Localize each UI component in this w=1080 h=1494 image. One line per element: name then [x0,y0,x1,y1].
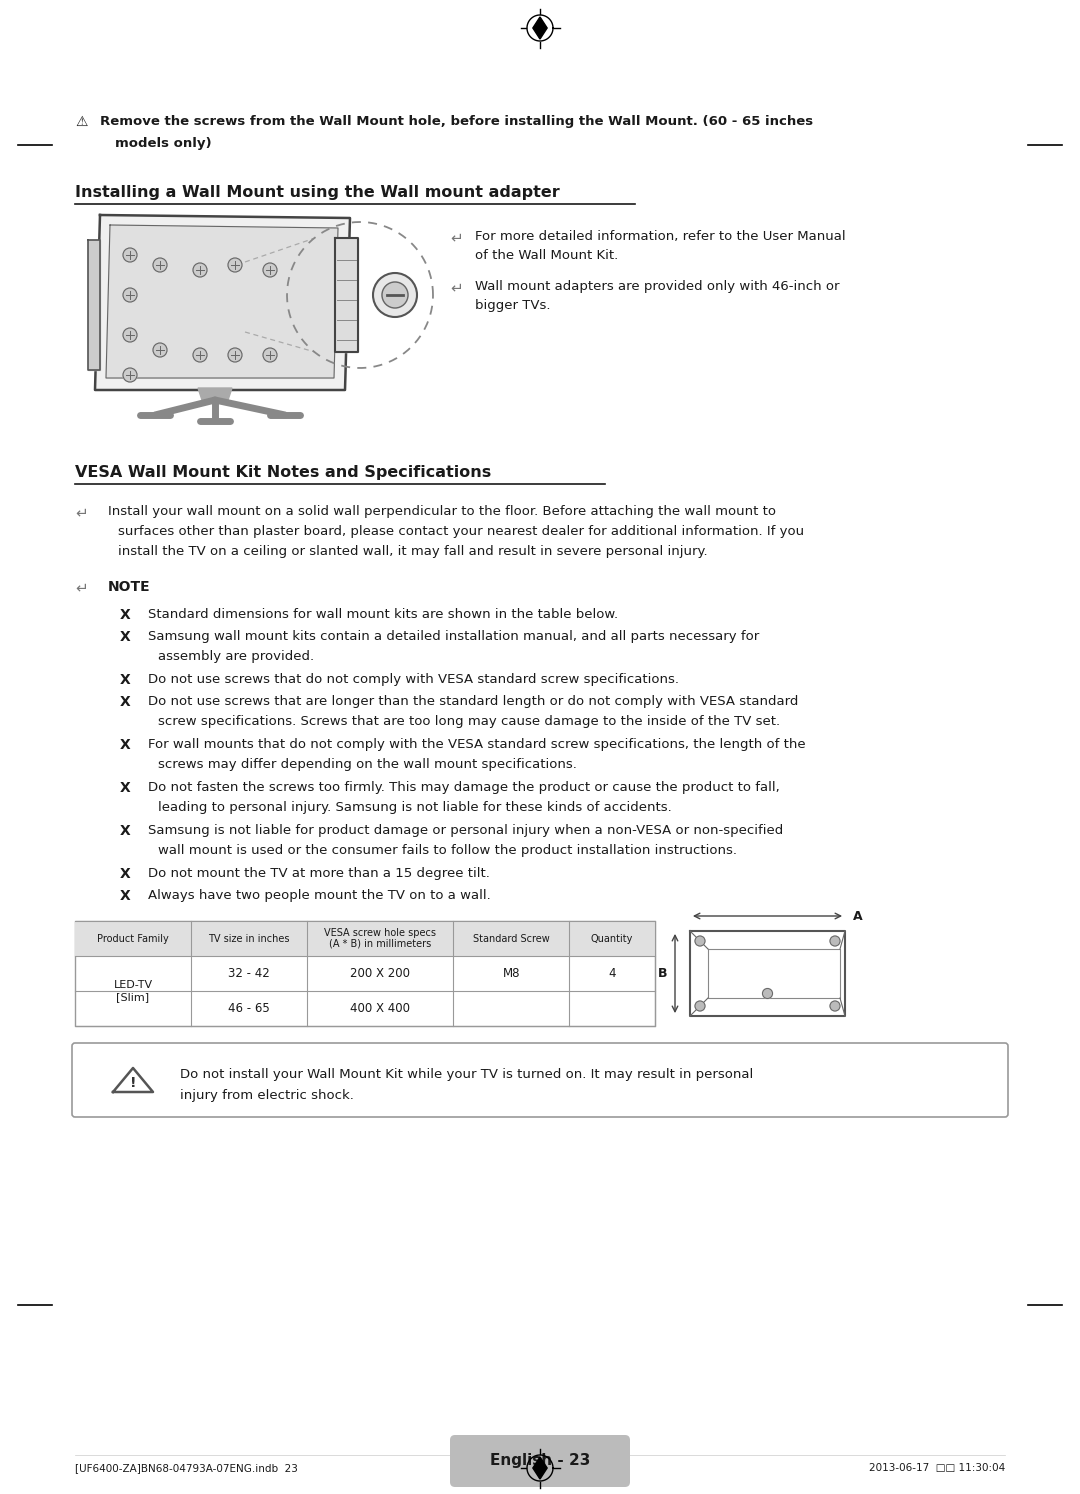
Text: 46 - 65: 46 - 65 [228,1002,270,1014]
Text: injury from electric shock.: injury from electric shock. [180,1089,354,1103]
Text: screw specifications. Screws that are too long may cause damage to the inside of: screw specifications. Screws that are to… [158,716,780,728]
Text: B: B [658,967,667,980]
Text: ↵: ↵ [75,505,87,520]
FancyBboxPatch shape [450,1436,630,1487]
Text: ↵: ↵ [450,279,462,294]
Text: Standard dimensions for wall mount kits are shown in the table below.: Standard dimensions for wall mount kits … [148,608,618,622]
Text: TV size in inches: TV size in inches [208,934,289,944]
Text: Remove the screws from the Wall Mount hole, before installing the Wall Mount. (6: Remove the screws from the Wall Mount ho… [100,115,813,128]
Polygon shape [335,238,357,353]
Text: Wall mount adapters are provided only with 46-inch or: Wall mount adapters are provided only wi… [475,279,839,293]
Text: 200 X 200: 200 X 200 [350,967,410,980]
Polygon shape [532,16,548,39]
Text: Samsung wall mount kits contain a detailed installation manual, and all parts ne: Samsung wall mount kits contain a detail… [148,630,759,642]
FancyBboxPatch shape [72,1043,1008,1118]
Text: Install your wall mount on a solid wall perpendicular to the floor. Before attac: Install your wall mount on a solid wall … [108,505,777,518]
Circle shape [123,288,137,302]
Circle shape [123,329,137,342]
Text: X: X [120,672,131,687]
Polygon shape [198,388,232,400]
Text: screws may differ depending on the wall mount specifications.: screws may differ depending on the wall … [158,757,577,771]
Text: surfaces other than plaster board, please contact your nearest dealer for additi: surfaces other than plaster board, pleas… [118,524,805,538]
Text: bigger TVs.: bigger TVs. [475,299,551,312]
Text: Quantity: Quantity [591,934,633,944]
Polygon shape [113,1068,153,1092]
Circle shape [264,348,276,362]
Text: ↵: ↵ [450,230,462,245]
Circle shape [228,348,242,362]
Text: X: X [120,630,131,644]
Text: X: X [120,608,131,622]
Text: Do not use screws that do not comply with VESA standard screw specifications.: Do not use screws that do not comply wit… [148,672,679,686]
Text: Samsung is not liable for product damage or personal injury when a non-VESA or n: Samsung is not liable for product damage… [148,825,783,837]
Polygon shape [95,215,350,390]
Text: Installing a Wall Mount using the Wall mount adapter: Installing a Wall Mount using the Wall m… [75,185,559,200]
Text: X: X [120,825,131,838]
Text: X: X [120,867,131,881]
Circle shape [264,263,276,276]
Text: X: X [120,695,131,710]
Text: A: A [853,910,863,922]
Text: 2013-06-17  □□ 11:30:04: 2013-06-17 □□ 11:30:04 [868,1463,1005,1473]
Circle shape [123,368,137,382]
Text: 400 X 400: 400 X 400 [350,1002,410,1014]
Polygon shape [106,226,338,378]
Circle shape [153,344,167,357]
Text: Do not fasten the screws too firmly. This may damage the product or cause the pr: Do not fasten the screws too firmly. Thi… [148,781,780,793]
Text: wall mount is used or the consumer fails to follow the product installation inst: wall mount is used or the consumer fails… [158,844,737,858]
Text: Standard Screw: Standard Screw [473,934,550,944]
Text: M8: M8 [502,967,519,980]
Text: ⚠: ⚠ [75,115,87,128]
Text: ↵: ↵ [75,580,87,595]
Polygon shape [87,241,100,371]
Text: 4: 4 [608,967,616,980]
Text: NOTE: NOTE [108,580,150,595]
Circle shape [696,937,705,946]
Text: install the TV on a ceiling or slanted wall, it may fall and result in severe pe: install the TV on a ceiling or slanted w… [118,545,707,557]
Circle shape [193,263,207,276]
Text: (A * B) in millimeters: (A * B) in millimeters [329,938,431,949]
Text: assembly are provided.: assembly are provided. [158,650,314,663]
Bar [75,920,654,1026]
Text: [UF6400-ZA]BN68-04793A-07ENG.indb  23: [UF6400-ZA]BN68-04793A-07ENG.indb 23 [75,1463,298,1473]
Text: Product Family: Product Family [97,934,168,944]
Text: 32 - 42: 32 - 42 [228,967,270,980]
Text: Do not mount the TV at more than a 15 degree tilt.: Do not mount the TV at more than a 15 de… [148,867,490,880]
Text: VESA screw hole specs: VESA screw hole specs [324,928,436,938]
Text: For wall mounts that do not comply with the VESA standard screw specifications, : For wall mounts that do not comply with … [148,738,806,751]
Text: of the Wall Mount Kit.: of the Wall Mount Kit. [475,249,618,261]
Circle shape [831,1001,840,1011]
Circle shape [831,937,840,946]
Bar [75,920,654,956]
Text: VESA Wall Mount Kit Notes and Specifications: VESA Wall Mount Kit Notes and Specificat… [75,465,491,480]
Text: For more detailed information, refer to the User Manual: For more detailed information, refer to … [475,230,846,244]
Circle shape [382,282,408,308]
Text: Do not use screws that are longer than the standard length or do not comply with: Do not use screws that are longer than t… [148,695,798,708]
Circle shape [373,273,417,317]
Text: leading to personal injury. Samsung is not liable for these kinds of accidents.: leading to personal injury. Samsung is n… [158,801,672,814]
Text: X: X [120,738,131,751]
Text: LED-TV
[Slim]: LED-TV [Slim] [113,980,152,1002]
Circle shape [123,248,137,261]
Text: models only): models only) [114,137,212,149]
Text: X: X [120,781,131,795]
Text: English - 23: English - 23 [490,1454,590,1469]
Text: Do not install your Wall Mount Kit while your TV is turned on. It may result in : Do not install your Wall Mount Kit while… [180,1068,753,1082]
Circle shape [696,1001,705,1011]
Circle shape [193,348,207,362]
Circle shape [153,258,167,272]
Circle shape [762,989,772,998]
Text: X: X [120,889,131,902]
Text: Always have two people mount the TV on to a wall.: Always have two people mount the TV on t… [148,889,490,902]
Text: !: ! [130,1076,136,1091]
Circle shape [228,258,242,272]
Polygon shape [532,1457,548,1479]
